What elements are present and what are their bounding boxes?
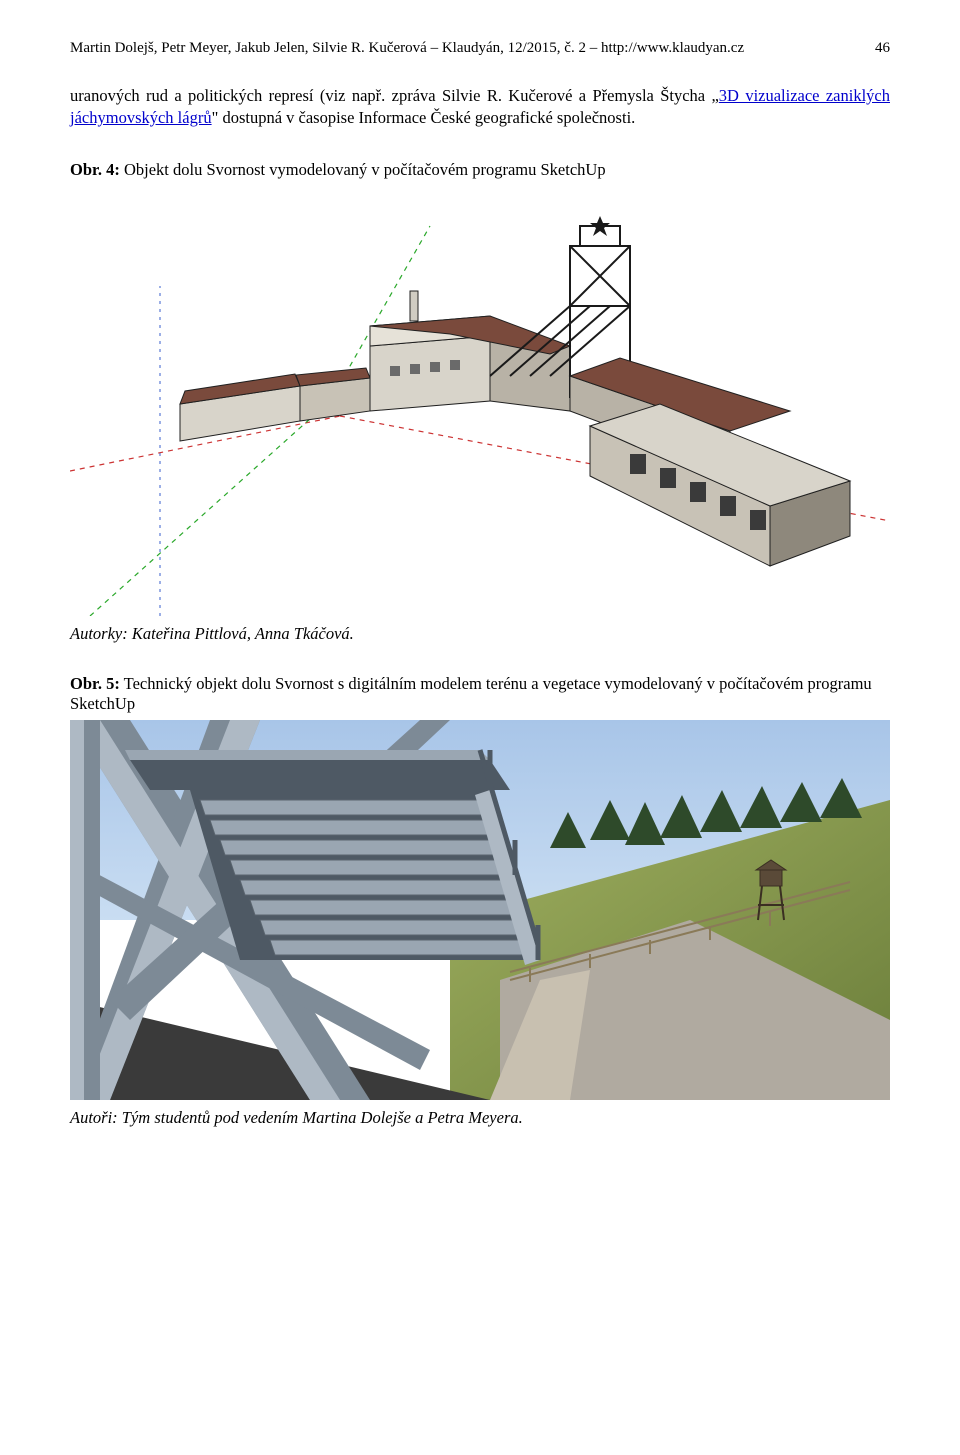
- figure5-svg: [70, 720, 890, 1100]
- figure5-caption-rest: Technický objekt dolu Svornost s digitál…: [70, 674, 872, 713]
- figure5-caption-bold: Obr. 5:: [70, 674, 120, 693]
- figure4-caption-bold: Obr. 4:: [70, 160, 120, 179]
- figure5-authors: Autoři: Tým studentů pod vedením Martina…: [70, 1108, 890, 1128]
- figure4-svg: [70, 186, 890, 616]
- figure4-image: [70, 186, 890, 616]
- para1-suffix: " dostupná v časopise Informace České ge…: [212, 108, 636, 127]
- figure4-caption-rest: Objekt dolu Svornost vymodelovaný v počí…: [120, 160, 606, 179]
- page-number: 46: [875, 40, 890, 57]
- header-text: Martin Dolejš, Petr Meyer, Jakub Jelen, …: [70, 40, 744, 56]
- para1-prefix: uranových rud a politických represí (viz…: [70, 86, 719, 105]
- body-paragraph-1: uranových rud a politických represí (viz…: [70, 85, 890, 130]
- figure5-caption: Obr. 5: Technický objekt dolu Svornost s…: [70, 674, 890, 714]
- figure4-authors: Autorky: Kateřina Pittlová, Anna Tkáčová…: [70, 624, 890, 644]
- figure4-caption: Obr. 4: Objekt dolu Svornost vymodelovan…: [70, 160, 890, 180]
- page-header: Martin Dolejš, Petr Meyer, Jakub Jelen, …: [70, 40, 890, 57]
- figure5-image: [70, 720, 890, 1100]
